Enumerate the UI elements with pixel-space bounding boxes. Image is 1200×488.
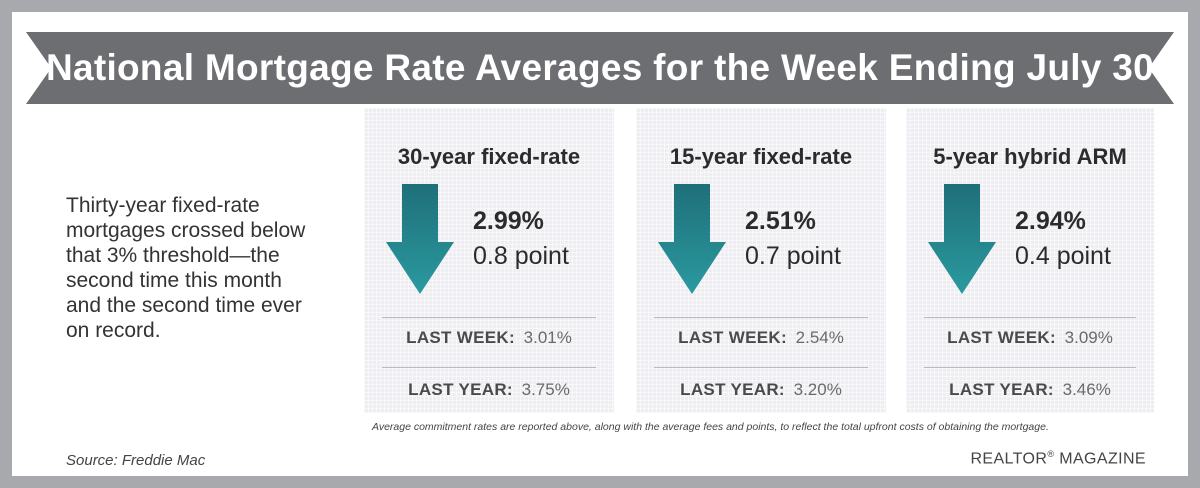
card-title: 15-year fixed-rate <box>669 144 853 169</box>
footnote: Average commitment rates are reported ab… <box>372 421 1049 433</box>
divider <box>654 367 868 368</box>
down-arrow-icon <box>658 184 726 294</box>
last-week-label: LAST WEEK: <box>947 328 1056 347</box>
source-credit: Source: Freddie Mac <box>66 452 206 469</box>
divider <box>382 317 596 318</box>
last-week-row: LAST WEEK: 3.01% <box>364 328 614 348</box>
last-year-label: LAST YEAR: <box>680 380 785 399</box>
rate-card-30-year: 30-year fixed-rate 2.99% 0.8 point LAST … <box>364 108 614 413</box>
last-week-value: 2.54% <box>795 328 844 347</box>
rate-change: 0.8 point <box>473 242 569 270</box>
rate-change: 0.4 point <box>1015 242 1111 270</box>
card-title: 5-year hybrid ARM <box>933 144 1127 169</box>
last-year-value: 3.20% <box>793 380 842 399</box>
last-year-row: LAST YEAR: 3.46% <box>906 380 1154 400</box>
last-week-value: 3.09% <box>1064 328 1113 347</box>
divider <box>382 367 596 368</box>
brand-logo: REALTOR® MAGAZINE <box>970 449 1146 468</box>
divider <box>924 317 1136 318</box>
divider <box>924 367 1136 368</box>
intro-text: Thirty-year fixed-rate mortgages crossed… <box>66 194 306 342</box>
last-year-label: LAST YEAR: <box>949 380 1054 399</box>
last-week-row: LAST WEEK: 3.09% <box>906 328 1154 348</box>
page-title: National Mortgage Rate Averages for the … <box>45 47 1155 88</box>
rate-card-15-year: 15-year fixed-rate 2.51% 0.7 point LAST … <box>636 108 886 413</box>
down-arrow-icon <box>386 184 454 294</box>
last-year-row: LAST YEAR: 3.75% <box>364 380 614 400</box>
current-rate: 2.94% <box>1015 207 1086 235</box>
last-week-row: LAST WEEK: 2.54% <box>636 328 886 348</box>
last-week-value: 3.01% <box>523 328 572 347</box>
registered-mark: ® <box>1047 449 1055 459</box>
last-year-value: 3.46% <box>1062 380 1111 399</box>
down-arrow-icon <box>928 184 996 294</box>
divider <box>654 317 868 318</box>
brand-suffix: MAGAZINE <box>1054 450 1146 468</box>
brand-name: REALTOR <box>970 450 1048 468</box>
rate-card-5-year-arm: 5-year hybrid ARM 2.94% 0.4 point LAST W… <box>906 108 1154 413</box>
last-year-row: LAST YEAR: 3.20% <box>636 380 886 400</box>
last-year-value: 3.75% <box>521 380 570 399</box>
current-rate: 2.51% <box>745 207 816 235</box>
current-rate: 2.99% <box>473 207 544 235</box>
last-year-label: LAST YEAR: <box>408 380 513 399</box>
card-title: 30-year fixed-rate <box>397 144 581 169</box>
last-week-label: LAST WEEK: <box>406 328 515 347</box>
title-banner <box>26 32 1174 104</box>
last-week-label: LAST WEEK: <box>678 328 787 347</box>
rate-change: 0.7 point <box>745 242 841 270</box>
